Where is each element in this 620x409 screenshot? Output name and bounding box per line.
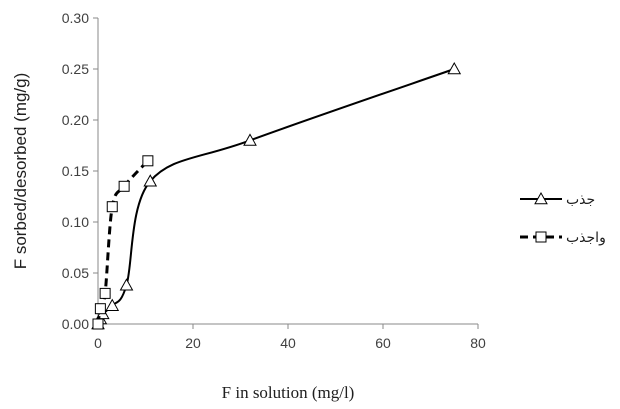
legend-item-2: واجذب	[520, 230, 606, 246]
square-point	[118, 180, 130, 192]
series-2	[92, 155, 154, 330]
legend-label: جذب	[566, 192, 595, 208]
square-point	[106, 201, 118, 213]
triangle-point	[105, 298, 120, 311]
x-tick-label: 20	[185, 335, 201, 351]
legend-label: واجذب	[566, 230, 606, 246]
x-tick-label: 40	[280, 335, 296, 351]
triangle-point	[447, 61, 462, 75]
triangle-point	[143, 174, 158, 187]
legend-triangle	[534, 191, 548, 205]
y-tick-label: 0.15	[62, 163, 89, 179]
triangle-point	[243, 133, 257, 146]
y-tick-label: 0.25	[62, 61, 89, 77]
legend: جذب واجذب	[520, 191, 606, 246]
y-tick-label: 0.30	[62, 10, 89, 26]
y-ticks: 0.00 0.05 0.10 0.15 0.20 0.25 0.30	[62, 10, 98, 332]
triangle-point	[119, 278, 134, 291]
series-layer	[91, 61, 462, 330]
y-axis-label: F sorbed/desorbed (mg/g)	[11, 73, 30, 270]
square-point	[92, 318, 104, 330]
x-tick-label: 60	[375, 335, 391, 351]
x-axis-label: F in solution (mg/l)	[222, 383, 355, 402]
square-point	[142, 155, 154, 167]
x-ticks: 0 20 40 60 80	[94, 324, 486, 351]
square-point	[94, 303, 106, 315]
plot-axes	[97, 18, 478, 325]
legend-square	[535, 231, 547, 243]
y-tick-label: 0.10	[62, 214, 89, 230]
series-line	[97, 68, 455, 325]
y-tick-label: 0.00	[62, 316, 89, 332]
x-tick-label: 0	[94, 335, 102, 351]
square-point	[99, 287, 111, 299]
y-tick-label: 0.05	[62, 265, 89, 281]
series-1	[91, 61, 462, 330]
legend-item-1: جذب	[520, 191, 595, 208]
x-tick-label: 80	[470, 335, 486, 351]
y-tick-label: 0.20	[62, 112, 89, 128]
